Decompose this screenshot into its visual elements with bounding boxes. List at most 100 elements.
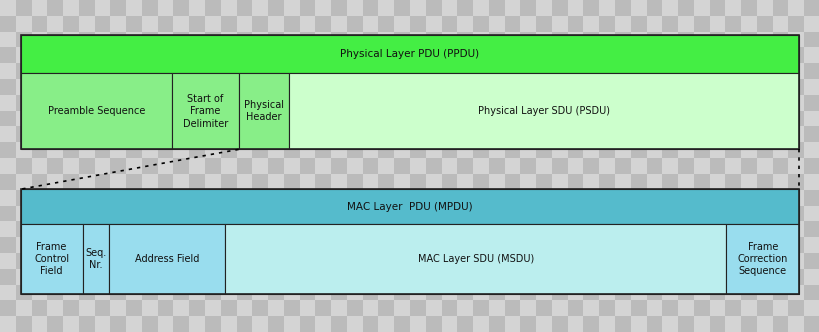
Bar bbox=[441, 158, 457, 174]
Bar bbox=[346, 269, 362, 285]
Bar bbox=[425, 300, 441, 316]
Bar bbox=[283, 221, 299, 237]
Bar bbox=[725, 285, 740, 300]
Bar bbox=[331, 269, 346, 285]
Bar bbox=[31, 63, 48, 79]
Bar bbox=[31, 300, 48, 316]
Bar bbox=[599, 206, 614, 221]
Bar bbox=[0, 63, 16, 79]
Bar bbox=[315, 0, 331, 16]
Bar bbox=[441, 300, 457, 316]
Bar bbox=[708, 95, 725, 111]
Bar bbox=[740, 111, 756, 126]
Text: Physical
Header: Physical Header bbox=[243, 100, 283, 123]
Bar bbox=[441, 126, 457, 142]
Bar bbox=[725, 190, 740, 206]
Bar bbox=[520, 253, 536, 269]
Bar bbox=[220, 300, 236, 316]
Bar bbox=[48, 63, 63, 79]
Bar bbox=[31, 206, 48, 221]
Bar bbox=[236, 285, 252, 300]
Bar bbox=[126, 206, 142, 221]
Bar bbox=[425, 237, 441, 253]
Bar bbox=[252, 79, 268, 95]
Bar bbox=[457, 63, 473, 79]
Bar bbox=[551, 0, 567, 16]
Bar bbox=[693, 285, 708, 300]
Bar bbox=[48, 16, 63, 32]
Bar bbox=[111, 300, 126, 316]
Bar bbox=[410, 174, 425, 190]
Bar bbox=[457, 300, 473, 316]
Bar bbox=[236, 79, 252, 95]
Bar bbox=[174, 206, 189, 221]
Bar bbox=[378, 142, 394, 158]
Bar bbox=[536, 79, 551, 95]
Bar bbox=[157, 285, 174, 300]
Bar bbox=[252, 190, 268, 206]
Bar bbox=[16, 221, 31, 237]
Bar bbox=[726, 224, 799, 294]
Bar bbox=[740, 206, 756, 221]
Bar bbox=[394, 237, 410, 253]
Bar bbox=[788, 0, 803, 16]
Bar bbox=[740, 79, 756, 95]
Bar bbox=[378, 126, 394, 142]
Bar bbox=[803, 32, 819, 47]
Bar bbox=[362, 316, 378, 332]
Bar bbox=[79, 221, 94, 237]
Bar bbox=[677, 142, 693, 158]
Bar bbox=[111, 95, 126, 111]
Bar bbox=[378, 300, 394, 316]
Bar bbox=[725, 269, 740, 285]
Bar bbox=[189, 206, 205, 221]
Bar bbox=[677, 63, 693, 79]
Bar bbox=[662, 316, 677, 332]
Bar bbox=[157, 16, 174, 32]
Bar bbox=[771, 206, 788, 221]
Bar bbox=[441, 237, 457, 253]
Bar bbox=[220, 63, 236, 79]
Bar bbox=[268, 221, 283, 237]
Bar bbox=[520, 221, 536, 237]
Bar bbox=[756, 269, 771, 285]
Bar bbox=[362, 300, 378, 316]
Bar bbox=[520, 190, 536, 206]
Bar bbox=[205, 300, 220, 316]
Bar bbox=[346, 206, 362, 221]
Bar bbox=[662, 16, 677, 32]
Bar bbox=[536, 300, 551, 316]
Bar bbox=[708, 316, 725, 332]
Bar bbox=[567, 79, 583, 95]
Bar bbox=[315, 126, 331, 142]
Bar bbox=[315, 316, 331, 332]
Bar bbox=[48, 142, 63, 158]
Bar bbox=[520, 16, 536, 32]
Bar bbox=[504, 142, 520, 158]
Bar bbox=[803, 221, 819, 237]
Bar bbox=[425, 158, 441, 174]
Bar bbox=[756, 16, 771, 32]
Bar bbox=[142, 190, 157, 206]
Bar bbox=[189, 237, 205, 253]
Bar bbox=[174, 285, 189, 300]
Bar bbox=[299, 111, 315, 126]
Bar bbox=[662, 174, 677, 190]
Bar bbox=[614, 79, 630, 95]
Bar bbox=[645, 174, 662, 190]
Bar bbox=[378, 158, 394, 174]
Bar bbox=[599, 174, 614, 190]
Bar bbox=[126, 32, 142, 47]
Bar bbox=[693, 300, 708, 316]
Bar bbox=[662, 63, 677, 79]
Bar bbox=[268, 16, 283, 32]
Bar bbox=[31, 237, 48, 253]
Bar bbox=[0, 300, 16, 316]
Bar bbox=[252, 142, 268, 158]
Bar bbox=[174, 111, 189, 126]
Bar bbox=[79, 126, 94, 142]
Bar bbox=[803, 190, 819, 206]
Bar bbox=[220, 95, 236, 111]
Bar bbox=[771, 316, 788, 332]
Text: Frame
Control
Field: Frame Control Field bbox=[34, 242, 69, 276]
